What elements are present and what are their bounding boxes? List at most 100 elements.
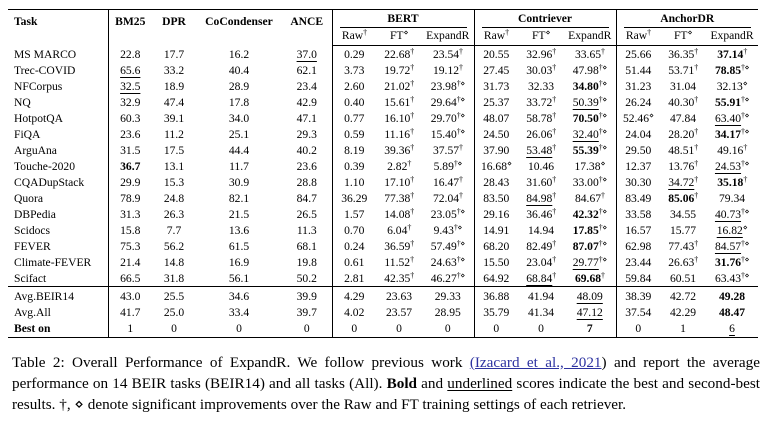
significance-marker: † xyxy=(552,238,556,248)
score-cell: 79.34 xyxy=(706,190,758,206)
score-cell: 1 xyxy=(660,321,706,337)
score-value: 14.91 xyxy=(483,223,510,237)
table-row: ArguAna 31.5 17.5 44.4 40.2 8.19 39.36† 37.57† 3… xyxy=(8,142,758,159)
table-row: CQADupStack 29.9 15.3 30.9 28.8 1.10 17.10† 16.… xyxy=(8,174,758,191)
significance-marker: †⋄ xyxy=(741,94,750,104)
significance-marker: †⋄ xyxy=(456,110,466,120)
score-value: 30.9 xyxy=(228,175,250,189)
score-value: 75.3 xyxy=(120,239,141,253)
score-cell: 21.5 xyxy=(196,206,282,222)
score-cell: 43.0 xyxy=(107,286,152,305)
score-value: 22.8 xyxy=(120,47,141,61)
significance-marker: † xyxy=(694,238,698,248)
score-cell: 36.59† xyxy=(376,238,422,254)
score-value: 42.29 xyxy=(669,306,697,320)
diamond-icon: ⋄ xyxy=(687,28,693,38)
table-row: Scifact 66.5 31.8 56.1 50.2 2.81 42.35† 46.27†⋄… xyxy=(8,270,758,287)
table-caption: Table 2: Overall Performance of ExpandR.… xyxy=(12,352,760,416)
score-value: 30.30 xyxy=(625,175,652,189)
score-value: 29.50 xyxy=(625,143,652,157)
table-row: HotpotQA 60.3 39.1 34.0 47.1 0.77 16.10† 29.70†… xyxy=(8,110,758,127)
significance-marker: †⋄ xyxy=(456,78,466,88)
score-value: 0.29 xyxy=(344,47,365,61)
score-value: 84.57 xyxy=(714,239,742,253)
score-value: 11.3 xyxy=(296,223,317,237)
score-cell: 63.43†⋄ xyxy=(706,270,758,286)
score-cell: 0.40 xyxy=(331,94,376,111)
score-value: 1 xyxy=(127,322,134,336)
score-cell: 12.37 xyxy=(615,158,660,175)
table-header: Task BM25 DPR CoCondenser ANCE BERT Cont… xyxy=(8,9,759,47)
score-cell: 28.43 xyxy=(473,174,518,191)
significance-marker: † xyxy=(459,174,463,184)
significance-marker: † xyxy=(552,174,556,184)
score-value: 0 xyxy=(444,322,451,336)
score-value: 36.7 xyxy=(120,159,141,173)
score-cell: 25.1 xyxy=(196,126,282,142)
dagger-icon: † xyxy=(505,28,509,38)
group-label: BERT xyxy=(339,10,467,28)
score-value: 0 xyxy=(171,322,177,336)
score-cell: 22.68† xyxy=(376,46,422,62)
score-cell: 34.80†⋄ xyxy=(564,78,616,94)
score-value: 6 xyxy=(729,322,735,336)
score-cell: 28.8 xyxy=(282,174,332,190)
score-value: 0.24 xyxy=(344,239,365,253)
score-cell: 16.9 xyxy=(196,254,282,270)
significance-marker: † xyxy=(410,110,414,120)
significance-marker: †⋄ xyxy=(741,206,750,216)
significance-marker: † xyxy=(552,126,556,136)
score-cell: 32.5 xyxy=(107,78,152,95)
score-value: 18.9 xyxy=(163,79,185,93)
score-cell: 40.30† xyxy=(660,94,706,110)
score-cell: 25.5 xyxy=(152,286,196,305)
column-header-ance: ANCE xyxy=(290,15,324,28)
score-cell: 40.4 xyxy=(196,62,282,78)
score-value: 68.20 xyxy=(483,239,510,253)
significance-marker: †⋄ xyxy=(598,94,608,104)
score-cell: 11.7 xyxy=(196,158,282,174)
significance-marker: †⋄ xyxy=(456,126,466,136)
score-value: 31.04 xyxy=(669,79,697,93)
score-cell: 33.65† xyxy=(564,46,616,62)
score-cell: 31.5 xyxy=(107,142,152,159)
score-cell: 2.81 xyxy=(331,270,376,287)
score-value: 28.9 xyxy=(228,79,250,93)
score-value: 41.7 xyxy=(120,306,141,320)
score-value: 7 xyxy=(586,322,593,336)
score-cell: 33.58 xyxy=(615,206,660,223)
score-value: 61.5 xyxy=(228,239,250,253)
score-cell: 37.90 xyxy=(473,142,518,159)
score-value: 32.96 xyxy=(526,47,553,61)
results-table: Task BM25 DPR CoCondenser ANCE BERT Cont… xyxy=(8,9,759,338)
score-value: 0 xyxy=(493,322,500,336)
score-value: 15.50 xyxy=(483,255,510,269)
score-value: 4.02 xyxy=(344,306,365,320)
score-value: 63.40 xyxy=(714,111,742,125)
score-value: 0.59 xyxy=(344,127,365,141)
score-cell: 63.40†⋄ xyxy=(706,110,758,126)
table-row: Touche-2020 36.7 13.1 11.7 23.6 0.39 2.82† 5.89… xyxy=(8,158,758,175)
score-value: 13.76 xyxy=(668,159,695,173)
caption-text: scores indicate the best and second-best… xyxy=(12,374,760,414)
significance-marker: †⋄ xyxy=(741,62,750,72)
score-value: 31.5 xyxy=(120,143,141,157)
score-cell: 59.84 xyxy=(615,270,660,287)
score-cell: 31.76†⋄ xyxy=(706,254,758,270)
score-cell: 47.4 xyxy=(152,94,196,110)
score-value: 26.5 xyxy=(296,207,317,221)
score-cell: 11.16† xyxy=(376,126,422,142)
significance-marker: †⋄ xyxy=(741,158,750,168)
score-value: 41.34 xyxy=(527,306,555,320)
citation-link[interactable]: (Izacard et al., 2021 xyxy=(469,353,602,371)
significance-marker: † xyxy=(694,46,698,56)
score-cell: 42.29 xyxy=(660,305,706,321)
score-value: 53.48 xyxy=(526,143,553,157)
task-label: HotpotQA xyxy=(14,111,63,125)
table-row: NFCorpus 32.5 18.9 28.9 23.4 2.60 21.02† 23.98†… xyxy=(8,78,758,95)
table-row: NQ 32.9 47.4 17.8 42.9 0.40 15.61† 29.64†⋄ 25.37… xyxy=(8,94,758,111)
score-cell: 21.02† xyxy=(376,78,422,94)
score-cell: 13.1 xyxy=(152,158,196,174)
subheader-anchordr-expandr: ExpandR xyxy=(706,27,759,47)
score-value: 23.57 xyxy=(385,306,413,320)
